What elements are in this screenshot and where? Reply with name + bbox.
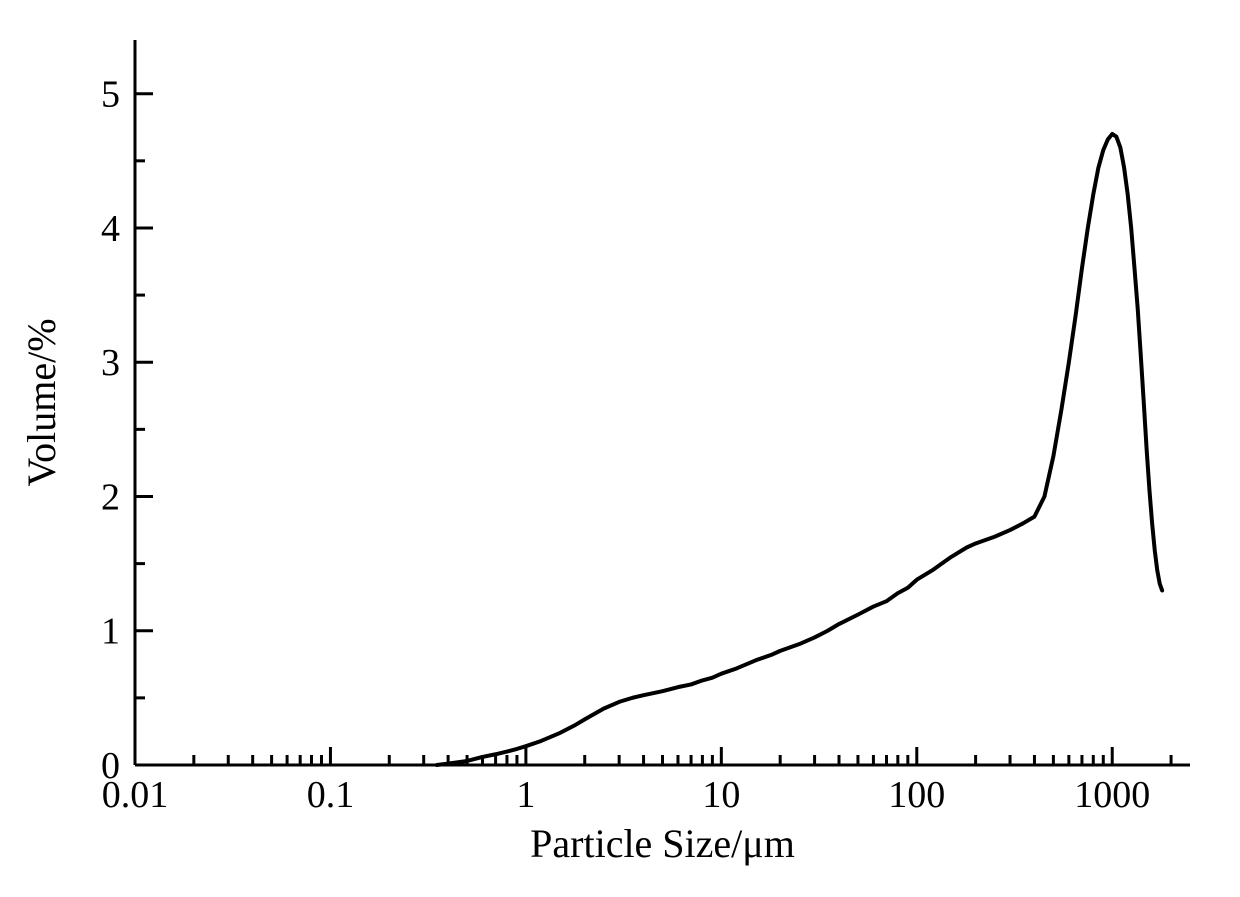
x-axis-label: Particle Size/μm bbox=[530, 821, 795, 866]
svg-text:10: 10 bbox=[702, 774, 740, 816]
svg-text:100: 100 bbox=[888, 774, 945, 816]
svg-text:1000: 1000 bbox=[1074, 774, 1150, 816]
svg-text:4: 4 bbox=[101, 208, 120, 250]
particle-size-chart: 0.010.11101001000012345Particle Size/μmV… bbox=[0, 0, 1240, 897]
svg-text:1: 1 bbox=[101, 611, 120, 653]
svg-text:1: 1 bbox=[516, 774, 535, 816]
svg-text:5: 5 bbox=[101, 74, 120, 116]
svg-text:0.1: 0.1 bbox=[307, 774, 355, 816]
svg-text:3: 3 bbox=[101, 342, 120, 384]
y-axis-label: Volume/% bbox=[19, 318, 64, 486]
chart-container: 0.010.11101001000012345Particle Size/μmV… bbox=[0, 0, 1240, 897]
svg-text:0: 0 bbox=[101, 745, 120, 787]
svg-text:2: 2 bbox=[101, 476, 120, 518]
